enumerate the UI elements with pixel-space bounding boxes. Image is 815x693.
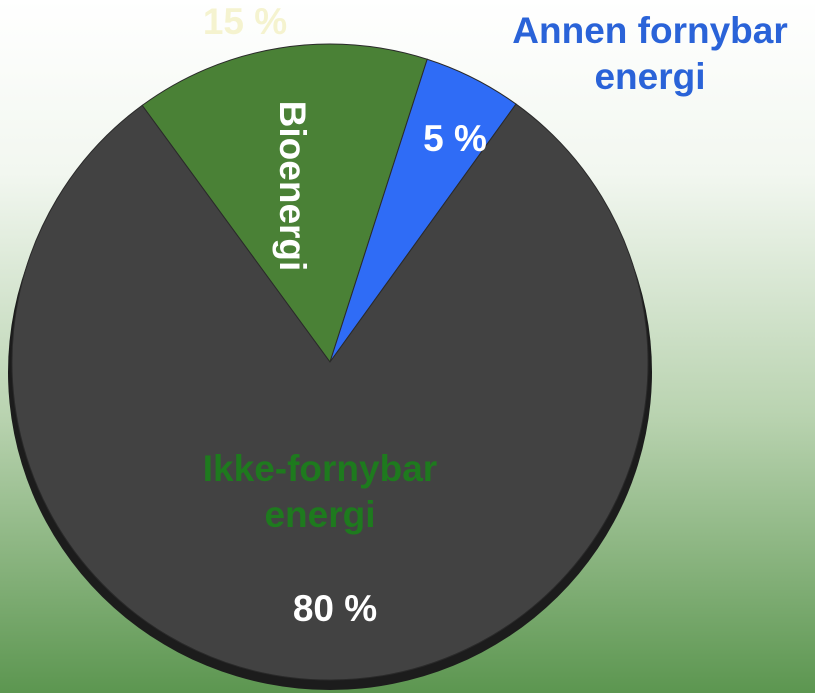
category-label: Bioenergi (272, 101, 313, 272)
value-label: 15 % (203, 1, 287, 42)
value-label: 80 % (293, 588, 377, 629)
pie-slice (141, 43, 428, 364)
pie-slice (11, 103, 649, 681)
slices (11, 43, 649, 681)
category-label: Annen fornybar energi (512, 10, 788, 97)
value-label: 5 % (423, 118, 487, 159)
category-label: Ikke-fornybar energi (202, 448, 438, 535)
